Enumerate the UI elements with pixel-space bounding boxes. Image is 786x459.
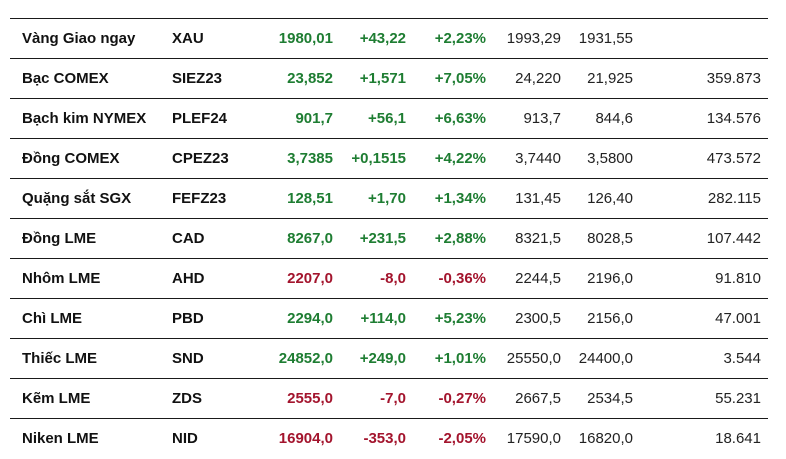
price-change: +0,1515 bbox=[351, 150, 406, 167]
commodity-price-table: Vàng Giao ngay XAU 1980,01 +43,22 +2,23%… bbox=[10, 18, 768, 458]
commodity-name: Niken LME bbox=[22, 430, 99, 447]
low-price: 21,925 bbox=[587, 70, 633, 87]
last-price: 8267,0 bbox=[287, 230, 333, 247]
percent-change: -2,05% bbox=[438, 430, 486, 447]
low-price: 3,5800 bbox=[587, 150, 633, 167]
ticker-code: CPEZ23 bbox=[172, 150, 229, 167]
volume: 55.231 bbox=[715, 390, 761, 407]
price-change: +43,22 bbox=[359, 30, 406, 47]
table-row: Vàng Giao ngay XAU 1980,01 +43,22 +2,23%… bbox=[10, 18, 768, 58]
high-price: 1993,29 bbox=[506, 30, 561, 47]
low-price: 844,6 bbox=[595, 110, 633, 127]
volume: 91.810 bbox=[715, 270, 761, 287]
volume: 18.641 bbox=[715, 430, 761, 447]
percent-change: +1,34% bbox=[434, 190, 486, 207]
commodity-name: Vàng Giao ngay bbox=[22, 30, 136, 47]
last-price: 128,51 bbox=[287, 190, 333, 207]
percent-change: +5,23% bbox=[434, 310, 486, 327]
last-price: 901,7 bbox=[295, 110, 333, 127]
low-price: 2534,5 bbox=[587, 390, 633, 407]
table-row: Bạch kim NYMEX PLEF24 901,7 +56,1 +6,63%… bbox=[10, 98, 768, 138]
price-change: +231,5 bbox=[359, 230, 406, 247]
high-price: 131,45 bbox=[515, 190, 561, 207]
ticker-code: NID bbox=[172, 430, 198, 447]
volume: 134.576 bbox=[706, 110, 761, 127]
commodity-name: Đồng COMEX bbox=[22, 150, 120, 167]
last-price: 3,7385 bbox=[287, 150, 333, 167]
commodity-name: Đồng LME bbox=[22, 230, 97, 247]
percent-change: +6,63% bbox=[434, 110, 486, 127]
percent-change: +2,88% bbox=[434, 230, 486, 247]
volume: 47.001 bbox=[715, 310, 761, 327]
price-change: +1,70 bbox=[368, 190, 406, 207]
ticker-code: ZDS bbox=[172, 390, 202, 407]
table-row: Đồng LME CAD 8267,0 +231,5 +2,88% 8321,5… bbox=[10, 218, 768, 258]
table-row: Nhôm LME AHD 2207,0 -8,0 -0,36% 2244,5 2… bbox=[10, 258, 768, 298]
high-price: 24,220 bbox=[515, 70, 561, 87]
last-price: 1980,01 bbox=[278, 30, 333, 47]
high-price: 2244,5 bbox=[515, 270, 561, 287]
low-price: 126,40 bbox=[587, 190, 633, 207]
low-price: 16820,0 bbox=[578, 430, 633, 447]
percent-change: -0,36% bbox=[438, 270, 486, 287]
last-price: 16904,0 bbox=[278, 430, 333, 447]
price-change: -353,0 bbox=[363, 430, 406, 447]
percent-change: +2,23% bbox=[434, 30, 486, 47]
ticker-code: AHD bbox=[172, 270, 205, 287]
volume: 3.544 bbox=[723, 350, 761, 367]
percent-change: +4,22% bbox=[434, 150, 486, 167]
low-price: 8028,5 bbox=[587, 230, 633, 247]
last-price: 24852,0 bbox=[278, 350, 333, 367]
price-change: -8,0 bbox=[380, 270, 406, 287]
commodity-name: Kẽm LME bbox=[22, 390, 91, 407]
last-price: 2555,0 bbox=[287, 390, 333, 407]
commodity-name: Bạc COMEX bbox=[22, 70, 109, 87]
volume: 359.873 bbox=[706, 70, 761, 87]
volume: 282.115 bbox=[707, 190, 761, 207]
high-price: 3,7440 bbox=[515, 150, 561, 167]
high-price: 2300,5 bbox=[515, 310, 561, 327]
ticker-code: FEFZ23 bbox=[172, 190, 227, 207]
ticker-code: PLEF24 bbox=[172, 110, 228, 127]
last-price: 23,852 bbox=[287, 70, 333, 87]
percent-change: -0,27% bbox=[438, 390, 486, 407]
high-price: 8321,5 bbox=[515, 230, 561, 247]
ticker-code: SND bbox=[172, 350, 204, 367]
price-change: -7,0 bbox=[380, 390, 406, 407]
price-change: +249,0 bbox=[359, 350, 406, 367]
ticker-code: PBD bbox=[172, 310, 204, 327]
price-change: +56,1 bbox=[368, 110, 406, 127]
table-row: Niken LME NID 16904,0 -353,0 -2,05% 1759… bbox=[10, 418, 768, 458]
last-price: 2207,0 bbox=[287, 270, 333, 287]
low-price: 24400,0 bbox=[578, 350, 633, 367]
commodity-name: Chì LME bbox=[22, 310, 82, 327]
table-row: Chì LME PBD 2294,0 +114,0 +5,23% 2300,5 … bbox=[10, 298, 768, 338]
ticker-code: SIEZ23 bbox=[172, 70, 223, 87]
volume: 473.572 bbox=[706, 150, 761, 167]
high-price: 2667,5 bbox=[515, 390, 561, 407]
price-change: +1,571 bbox=[359, 70, 406, 87]
volume: 107.442 bbox=[706, 230, 761, 247]
price-change: +114,0 bbox=[360, 310, 406, 327]
commodity-name: Bạch kim NYMEX bbox=[22, 110, 147, 127]
low-price: 1931,55 bbox=[578, 30, 633, 47]
table-row: Bạc COMEX SIEZ23 23,852 +1,571 +7,05% 24… bbox=[10, 58, 768, 98]
ticker-code: XAU bbox=[172, 30, 204, 47]
last-price: 2294,0 bbox=[287, 310, 333, 327]
percent-change: +7,05% bbox=[434, 70, 486, 87]
percent-change: +1,01% bbox=[434, 350, 486, 367]
low-price: 2156,0 bbox=[587, 310, 633, 327]
low-price: 2196,0 bbox=[587, 270, 633, 287]
high-price: 913,7 bbox=[523, 110, 561, 127]
commodity-name: Nhôm LME bbox=[22, 270, 101, 287]
high-price: 25550,0 bbox=[506, 350, 561, 367]
commodity-name: Quặng sắt SGX bbox=[22, 190, 132, 207]
commodity-name: Thiếc LME bbox=[22, 350, 98, 367]
table-row: Kẽm LME ZDS 2555,0 -7,0 -0,27% 2667,5 25… bbox=[10, 378, 768, 418]
table-row: Thiếc LME SND 24852,0 +249,0 +1,01% 2555… bbox=[10, 338, 768, 378]
table-row: Đồng COMEX CPEZ23 3,7385 +0,1515 +4,22% … bbox=[10, 138, 768, 178]
high-price: 17590,0 bbox=[506, 430, 561, 447]
ticker-code: CAD bbox=[172, 230, 205, 247]
table-row: Quặng sắt SGX FEFZ23 128,51 +1,70 +1,34%… bbox=[10, 178, 768, 218]
